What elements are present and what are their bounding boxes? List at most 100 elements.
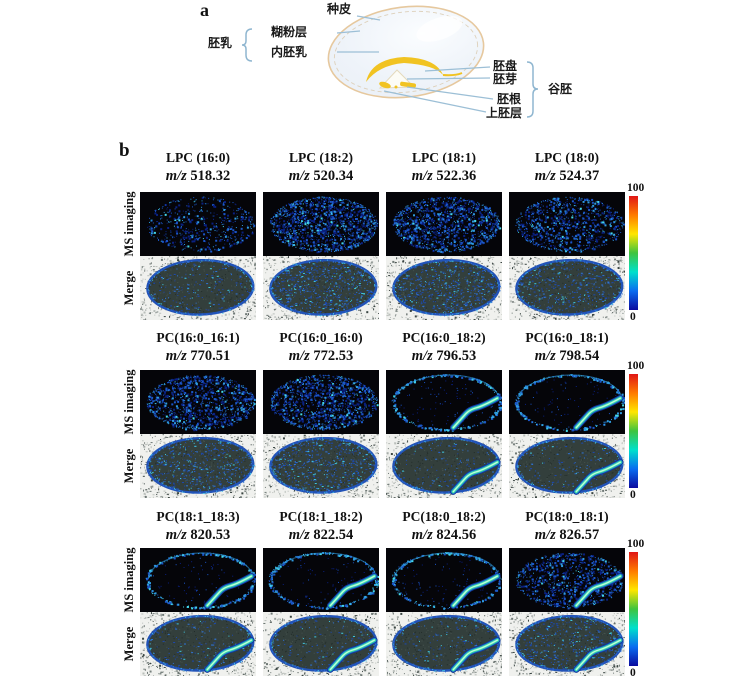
label-seed-coat: 种皮 (327, 2, 352, 16)
braces (241, 28, 539, 118)
mz-value: m/z 826.57 (506, 526, 628, 544)
mz-number: 798.54 (555, 347, 600, 364)
mz-prefix: m/z (165, 347, 187, 364)
mz-number: 520.34 (309, 167, 354, 184)
merge-image-0-0 (140, 256, 256, 320)
column-header-2-0: PC(18:1_18:3) m/z 820.53 (137, 509, 259, 544)
colorbar-max-1: 100 (627, 360, 645, 372)
ms-image-1-3 (509, 370, 625, 434)
seed-diagram (241, 5, 539, 118)
mz-value: m/z 772.53 (260, 347, 382, 365)
row-label-merge-0: Merge (122, 270, 136, 306)
column-header-1-2: PC(16:0_18:2) m/z 796.53 (383, 330, 505, 365)
column-header-2-2: PC(18:0_18:2) m/z 824.56 (383, 509, 505, 544)
row-label-merge-2: Merge (122, 626, 136, 662)
lipid-name: PC(18:1_18:3) (156, 509, 240, 524)
panel-a-letter: a (200, 0, 209, 20)
mz-value: m/z 798.54 (506, 347, 628, 365)
mz-value: m/z 824.56 (383, 526, 505, 544)
mz-value: m/z 796.53 (383, 347, 505, 365)
merge-image-0-3 (509, 256, 625, 320)
lipid-name: PC(16:0_16:1) (156, 330, 240, 345)
label-scutellum: 胚盘 (493, 59, 518, 73)
column-header-1-0: PC(16:0_16:1) m/z 770.51 (137, 330, 259, 365)
merge-image-0-1 (263, 256, 379, 320)
merge-image-2-0 (140, 612, 256, 676)
mz-prefix: m/z (288, 347, 310, 364)
merge-image-0-2 (386, 256, 502, 320)
label-aleurone: 糊粉层 (271, 25, 308, 39)
label-grain-embryo: 谷胚 (548, 82, 573, 96)
column-header-1-3: PC(16:0_18:1) m/z 798.54 (506, 330, 628, 365)
lipid-name: LPC (18:1) (411, 150, 477, 165)
merge-image-1-2 (386, 434, 502, 498)
colorbar-min-2: 0 (630, 667, 636, 679)
ms-image-1-0 (140, 370, 256, 434)
embryo-structures (366, 57, 463, 89)
colorbar-max-2: 100 (627, 538, 645, 550)
ms-image-0-0 (140, 192, 256, 256)
panel-a: a 种皮 胚乳 糊粉层 内胚乳 胚盘 胚芽 胚根 上胚层 谷胚 (0, 0, 756, 150)
right-brace (526, 61, 539, 118)
mz-number: 826.57 (555, 526, 600, 543)
ms-image-0-2 (386, 192, 502, 256)
mz-prefix: m/z (288, 526, 310, 543)
mz-number: 770.51 (186, 347, 231, 364)
label-epiblast: 上胚层 (486, 106, 523, 120)
mz-value: m/z 820.53 (137, 526, 259, 544)
column-header-2-1: PC(18:1_18:2) m/z 822.54 (260, 509, 382, 544)
mz-prefix: m/z (165, 526, 187, 543)
merge-image-2-2 (386, 612, 502, 676)
ms-image-2-1 (263, 548, 379, 612)
ms-image-0-1 (263, 192, 379, 256)
mz-value: m/z 518.32 (137, 167, 259, 185)
colorbar-1 (629, 374, 638, 488)
mz-value: m/z 822.54 (260, 526, 382, 544)
row-label-merge-1: Merge (122, 448, 136, 484)
ms-image-1-2 (386, 370, 502, 434)
lipid-name: PC(18:1_18:2) (279, 509, 363, 524)
mz-number: 522.36 (432, 167, 477, 184)
label-plumule: 胚芽 (493, 72, 518, 86)
colorbar-min-1: 0 (630, 489, 636, 501)
mz-value: m/z 770.51 (137, 347, 259, 365)
mz-value: m/z 520.34 (260, 167, 382, 185)
mz-prefix: m/z (288, 167, 310, 184)
colorbar-0 (629, 196, 638, 310)
mz-number: 822.54 (309, 526, 354, 543)
lipid-name: PC(16:0_16:0) (279, 330, 363, 345)
column-header-1-1: PC(16:0_16:0) m/z 772.53 (260, 330, 382, 365)
ms-image-0-3 (509, 192, 625, 256)
mz-prefix: m/z (534, 526, 556, 543)
lipid-name: PC(18:0_18:1) (525, 509, 609, 524)
lipid-name: LPC (18:2) (288, 150, 354, 165)
lipid-name: LPC (16:0) (165, 150, 231, 165)
mz-value: m/z 524.37 (506, 167, 628, 185)
lipid-name: LPC (18:0) (534, 150, 600, 165)
mz-prefix: m/z (534, 347, 556, 364)
panel-b-letter: b (119, 140, 130, 161)
lipid-name: PC(18:0_18:2) (402, 509, 486, 524)
column-header-0-0: LPC (16:0) m/z 518.32 (137, 150, 259, 185)
mz-prefix: m/z (411, 347, 433, 364)
merge-image-1-1 (263, 434, 379, 498)
column-header-0-1: LPC (18:2) m/z 520.34 (260, 150, 382, 185)
lipid-name: PC(16:0_18:2) (402, 330, 486, 345)
merge-image-2-1 (263, 612, 379, 676)
lipid-name: PC(16:0_18:1) (525, 330, 609, 345)
mz-number: 820.53 (186, 526, 231, 543)
mz-number: 772.53 (309, 347, 354, 364)
column-header-0-2: LPC (18:1) m/z 522.36 (383, 150, 505, 185)
label-endosperm: 胚乳 (208, 36, 233, 50)
mz-prefix: m/z (411, 526, 433, 543)
ms-image-2-3 (509, 548, 625, 612)
mz-prefix: m/z (534, 167, 556, 184)
ms-image-2-0 (140, 548, 256, 612)
left-brace (241, 28, 253, 62)
mz-value: m/z 522.36 (383, 167, 505, 185)
ms-image-2-2 (386, 548, 502, 612)
merge-image-1-3 (509, 434, 625, 498)
colorbar-max-0: 100 (627, 182, 645, 194)
